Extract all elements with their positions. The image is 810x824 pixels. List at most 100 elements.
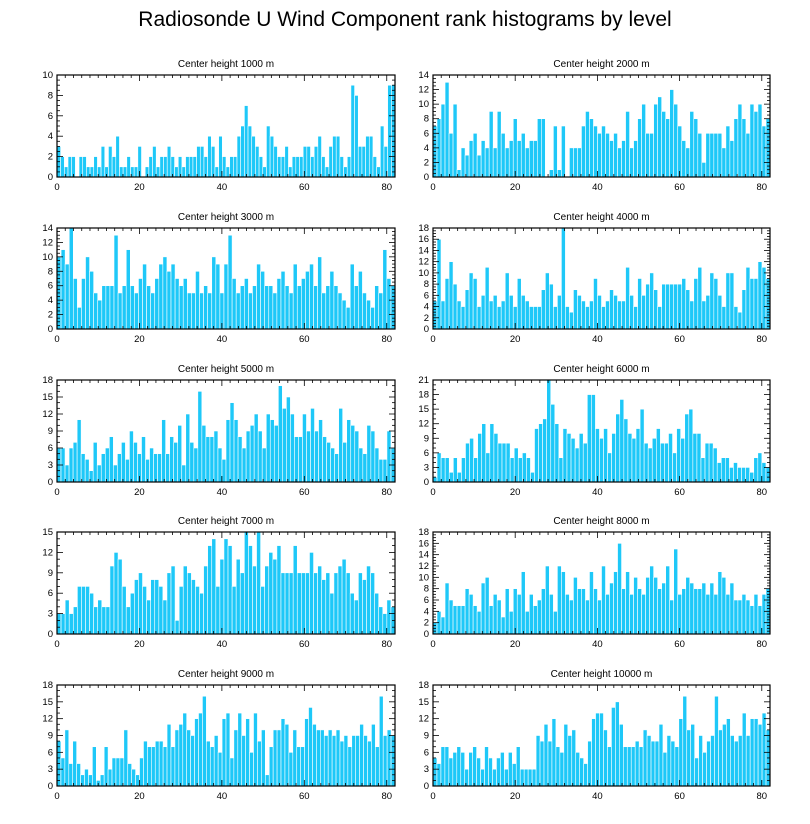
histogram-bar: [280, 572, 286, 635]
histogram-bar: [339, 156, 344, 178]
histogram-bar: [92, 746, 97, 787]
histogram-bar: [316, 729, 321, 787]
y-tick-label: 12: [418, 419, 429, 430]
histogram-bar: [468, 140, 474, 178]
histogram-bar: [694, 757, 699, 787]
histogram-bar: [733, 118, 739, 178]
histogram-bar: [111, 156, 117, 178]
histogram-bar: [379, 125, 385, 178]
histogram-bar: [382, 613, 388, 635]
histogram-bar: [585, 599, 590, 635]
histogram-bar: [223, 263, 229, 330]
histogram-bar: [349, 592, 355, 635]
histogram-bar: [753, 278, 759, 330]
histogram-bar: [193, 447, 199, 483]
histogram-bar: [440, 616, 446, 635]
histogram-bar: [647, 447, 653, 483]
histogram-bar: [512, 588, 518, 635]
histogram-bar: [496, 599, 502, 635]
histogram-bar: [357, 146, 363, 178]
histogram-bar: [741, 118, 747, 178]
histogram-bar: [345, 572, 351, 635]
histogram-bar: [452, 752, 458, 787]
histogram-bar: [323, 735, 329, 787]
x-tick-label: 0: [54, 791, 59, 802]
histogram-bar: [677, 125, 683, 178]
histogram-bar: [496, 111, 502, 178]
histogram-bar: [233, 156, 238, 178]
y-tick-label: 10: [418, 99, 429, 110]
histogram-bar: [122, 166, 128, 178]
histogram-bar: [539, 740, 545, 787]
histogram-bar: [225, 419, 231, 483]
histogram-bar: [229, 757, 235, 787]
histogram-bar: [203, 156, 208, 178]
histogram-bar: [710, 735, 715, 787]
histogram-bar: [571, 729, 577, 787]
histogram-bar: [761, 712, 767, 787]
histogram-bar: [147, 746, 152, 787]
histogram-bar: [615, 413, 621, 483]
histogram-bar: [241, 735, 246, 787]
histogram-bar: [741, 594, 747, 635]
histogram-bar: [653, 103, 658, 178]
histogram-bar: [299, 156, 304, 178]
histogram-bar: [613, 132, 618, 178]
histogram-bar: [493, 433, 499, 483]
histogram-bar: [749, 718, 755, 787]
histogram-bar: [717, 132, 723, 178]
histogram-bar: [257, 740, 262, 787]
histogram-bar: [741, 289, 747, 330]
histogram-bar: [282, 408, 287, 483]
histogram-bar: [209, 746, 215, 787]
histogram-bar: [229, 156, 234, 178]
histogram-bar: [669, 89, 675, 178]
histogram-bar: [753, 594, 759, 635]
histogram-bar: [480, 295, 486, 330]
histogram-bar: [673, 283, 679, 330]
histogram-bar: [749, 278, 755, 330]
histogram-bar: [312, 723, 317, 787]
histogram-bar: [638, 746, 644, 787]
y-tick-label: 9: [48, 568, 53, 579]
histogram-bar: [684, 413, 690, 483]
histogram-bar: [93, 606, 99, 635]
histogram-bar: [159, 156, 164, 178]
histogram-bar: [133, 166, 139, 178]
y-tick-label: 4: [424, 143, 429, 154]
y-tick-label: 6: [424, 595, 429, 606]
y-tick-label: 18: [418, 527, 429, 538]
histogram-bar: [554, 423, 560, 483]
x-tick-label: 40: [217, 334, 228, 345]
histogram-bar: [142, 586, 147, 635]
x-tick-label: 0: [430, 334, 435, 345]
histogram-bar: [473, 457, 478, 483]
histogram-bar: [516, 140, 522, 178]
histogram-bar: [260, 270, 265, 330]
histogram-bar: [72, 278, 78, 330]
histogram-bar: [460, 752, 466, 787]
histogram-bar: [468, 272, 474, 330]
histogram-bar: [166, 572, 172, 635]
histogram-bar: [464, 289, 470, 330]
histogram-bar: [615, 701, 620, 787]
histogram-bar: [358, 572, 363, 635]
histogram-bar: [653, 577, 658, 635]
histogram-bar: [476, 154, 482, 178]
histogram-bar: [68, 613, 74, 635]
histogram-bar: [209, 436, 215, 483]
histogram-bar: [239, 285, 245, 330]
histogram-bar: [524, 611, 530, 635]
histogram-bar: [284, 146, 289, 178]
histogram-bar: [149, 447, 154, 483]
histogram-bar: [589, 118, 594, 178]
histogram-bar: [649, 565, 654, 635]
x-tick-label: 60: [299, 334, 310, 345]
histogram-bar: [261, 447, 267, 483]
histogram-bar: [448, 757, 454, 787]
panel-title: Center height 3000 m: [178, 212, 274, 223]
histogram-bar: [378, 459, 384, 483]
histogram-bar: [341, 299, 347, 330]
histogram-bar: [93, 156, 98, 178]
x-tick-label: 60: [299, 791, 310, 802]
